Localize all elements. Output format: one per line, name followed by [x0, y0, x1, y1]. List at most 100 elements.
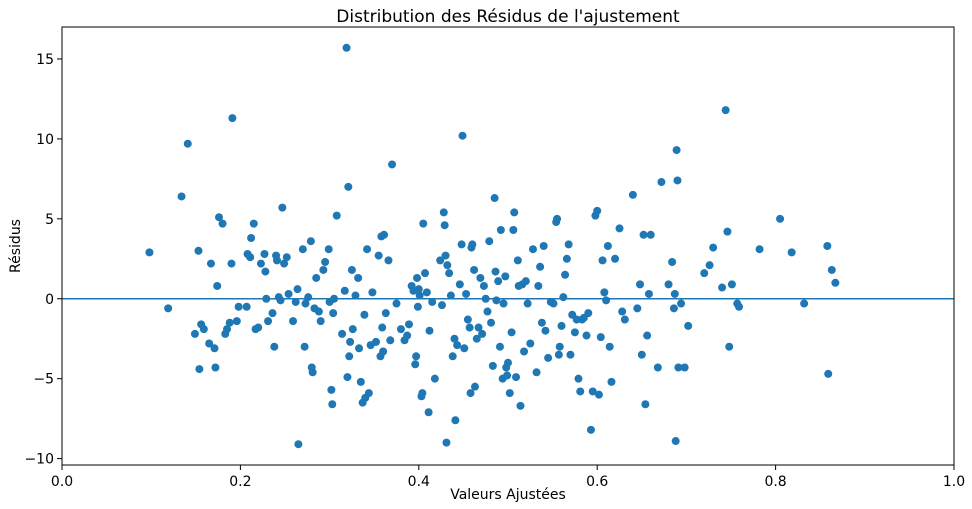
scatter-point-99 — [388, 160, 397, 169]
scatter-point-264 — [824, 369, 833, 378]
scatter-point-27 — [249, 219, 258, 228]
scatter-point-262 — [800, 299, 809, 308]
scatter-point-81 — [356, 377, 365, 386]
scatter-point-125 — [440, 221, 449, 230]
scatter-point-197 — [559, 293, 568, 302]
scatter-point-6 — [195, 365, 204, 374]
scatter-point-157 — [490, 194, 499, 203]
scatter-point-117 — [422, 288, 431, 297]
scatter-point-45 — [289, 317, 298, 326]
scatter-point-111 — [414, 285, 423, 294]
scatter-point-206 — [576, 387, 585, 396]
y-axis-label: Résidus — [8, 219, 24, 273]
scatter-point-261 — [787, 248, 796, 257]
scatter-point-89 — [371, 337, 380, 346]
scatter-point-120 — [428, 297, 437, 306]
scatter-point-221 — [605, 342, 614, 351]
scatter-point-42 — [280, 259, 289, 268]
scatter-point-196 — [557, 321, 566, 330]
scatter-point-265 — [827, 265, 836, 274]
scatter-point-145 — [470, 265, 479, 274]
scatter-point-258 — [735, 302, 744, 311]
scatter-point-19 — [227, 259, 236, 268]
scatter-point-78 — [351, 291, 360, 300]
scatter-point-201 — [566, 350, 575, 359]
scatter-point-135 — [455, 280, 464, 289]
scatter-point-96 — [381, 309, 390, 318]
scatter-point-233 — [643, 331, 652, 340]
scatter-point-147 — [472, 334, 481, 343]
scatter-point-129 — [445, 269, 454, 278]
scatter-point-160 — [494, 277, 503, 286]
scatter-point-127 — [442, 438, 451, 447]
scatter-point-256 — [727, 280, 736, 289]
scatter-point-225 — [618, 307, 627, 316]
scatter-point-35 — [268, 309, 277, 318]
scatter-point-255 — [725, 342, 734, 351]
scatter-point-237 — [657, 178, 666, 187]
x-tick-label: 0.6 — [586, 474, 608, 490]
scatter-point-1 — [164, 304, 173, 313]
scatter-point-136 — [457, 240, 466, 249]
scatter-point-36 — [270, 342, 279, 351]
scatter-point-20 — [228, 114, 237, 123]
scatter-point-64 — [327, 385, 336, 394]
scatter-point-44 — [284, 289, 293, 298]
x-axis-ticks: 0.0 0.2 0.4 0.6 0.8 1.0 — [51, 465, 965, 490]
scatter-point-216 — [596, 333, 605, 342]
scatter-point-200 — [564, 240, 573, 249]
scatter-point-131 — [448, 352, 457, 361]
scatter-point-167 — [503, 371, 512, 380]
scatter-point-260 — [776, 214, 785, 223]
scatter-point-86 — [364, 389, 373, 398]
scatter-point-98 — [386, 336, 395, 345]
scatter-point-240 — [669, 304, 678, 313]
scatter-point-179 — [521, 277, 530, 286]
y-tick-label: −5 — [33, 372, 54, 388]
scatter-point-148 — [474, 323, 483, 332]
scatter-point-203 — [570, 328, 579, 337]
scatter-point-187 — [539, 242, 548, 250]
scatter-point-210 — [584, 309, 593, 318]
scatter-point-76 — [347, 265, 356, 274]
scatter-point-158 — [491, 267, 500, 276]
scatter-point-17 — [223, 325, 232, 334]
scatter-point-215 — [594, 390, 603, 399]
y-tick-label: −10 — [24, 452, 54, 468]
scatter-point-156 — [488, 361, 497, 370]
scatter-point-75 — [346, 337, 355, 346]
scatter-point-73 — [344, 182, 353, 191]
scatter-point-141 — [465, 323, 474, 332]
scatter-point-191 — [549, 299, 558, 308]
scatter-point-8 — [199, 325, 208, 334]
scatter-point-217 — [598, 256, 607, 265]
scatter-point-70 — [340, 286, 349, 295]
scatter-point-188 — [541, 326, 550, 335]
scatter-point-5 — [194, 246, 203, 255]
scatter-point-133 — [451, 416, 460, 425]
scatter-point-100 — [392, 299, 401, 308]
scatter-point-88 — [368, 288, 377, 297]
scatter-point-104 — [404, 320, 413, 329]
scatter-point-243 — [672, 146, 681, 155]
scatter-point-246 — [677, 299, 686, 308]
scatter-point-0 — [145, 248, 154, 257]
scatter-point-169 — [505, 389, 514, 398]
scatter-point-212 — [588, 387, 597, 396]
scatter-point-150 — [478, 329, 487, 338]
scatter-point-236 — [653, 363, 662, 372]
scatter-point-115 — [419, 219, 428, 228]
scatter-point-189 — [544, 353, 553, 362]
scatter-point-103 — [403, 331, 412, 340]
x-tick-label: 0.0 — [51, 474, 73, 490]
scatter-point-231 — [639, 230, 648, 239]
scatter-point-23 — [242, 302, 251, 311]
scatter-points — [145, 43, 840, 449]
scatter-point-254 — [723, 227, 732, 236]
scatter-point-247 — [680, 363, 689, 372]
scatter-point-263 — [823, 242, 832, 250]
scatter-point-69 — [338, 329, 347, 338]
scatter-point-59 — [316, 317, 325, 326]
scatter-point-112 — [415, 291, 424, 300]
scatter-point-66 — [329, 309, 338, 318]
